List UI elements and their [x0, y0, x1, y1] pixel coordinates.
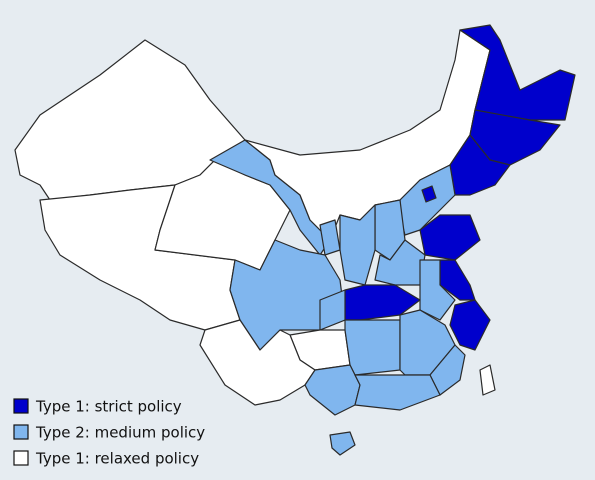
provinces: [14, 24, 576, 456]
legend-swatch: [13, 450, 29, 466]
legend-label: Type 1: relaxed policy: [35, 450, 199, 468]
province: [449, 134, 511, 196]
province: [421, 185, 437, 203]
province: [319, 219, 341, 256]
province: [459, 24, 576, 121]
province: [344, 319, 401, 376]
province: [304, 364, 361, 416]
legend-swatch: [13, 398, 29, 414]
province: [154, 159, 291, 271]
legend-label: Type 2: medium policy: [35, 424, 205, 442]
province: [339, 204, 376, 286]
legend: Type 1: strict policy Type 2: medium poli…: [13, 398, 205, 468]
province: [419, 259, 456, 321]
province: [374, 239, 426, 286]
province: [354, 374, 441, 411]
province: [329, 431, 356, 456]
legend-label: Type 1: strict policy: [35, 398, 182, 416]
province: [449, 299, 491, 351]
province: [479, 364, 496, 396]
legend-swatch: [13, 424, 29, 440]
